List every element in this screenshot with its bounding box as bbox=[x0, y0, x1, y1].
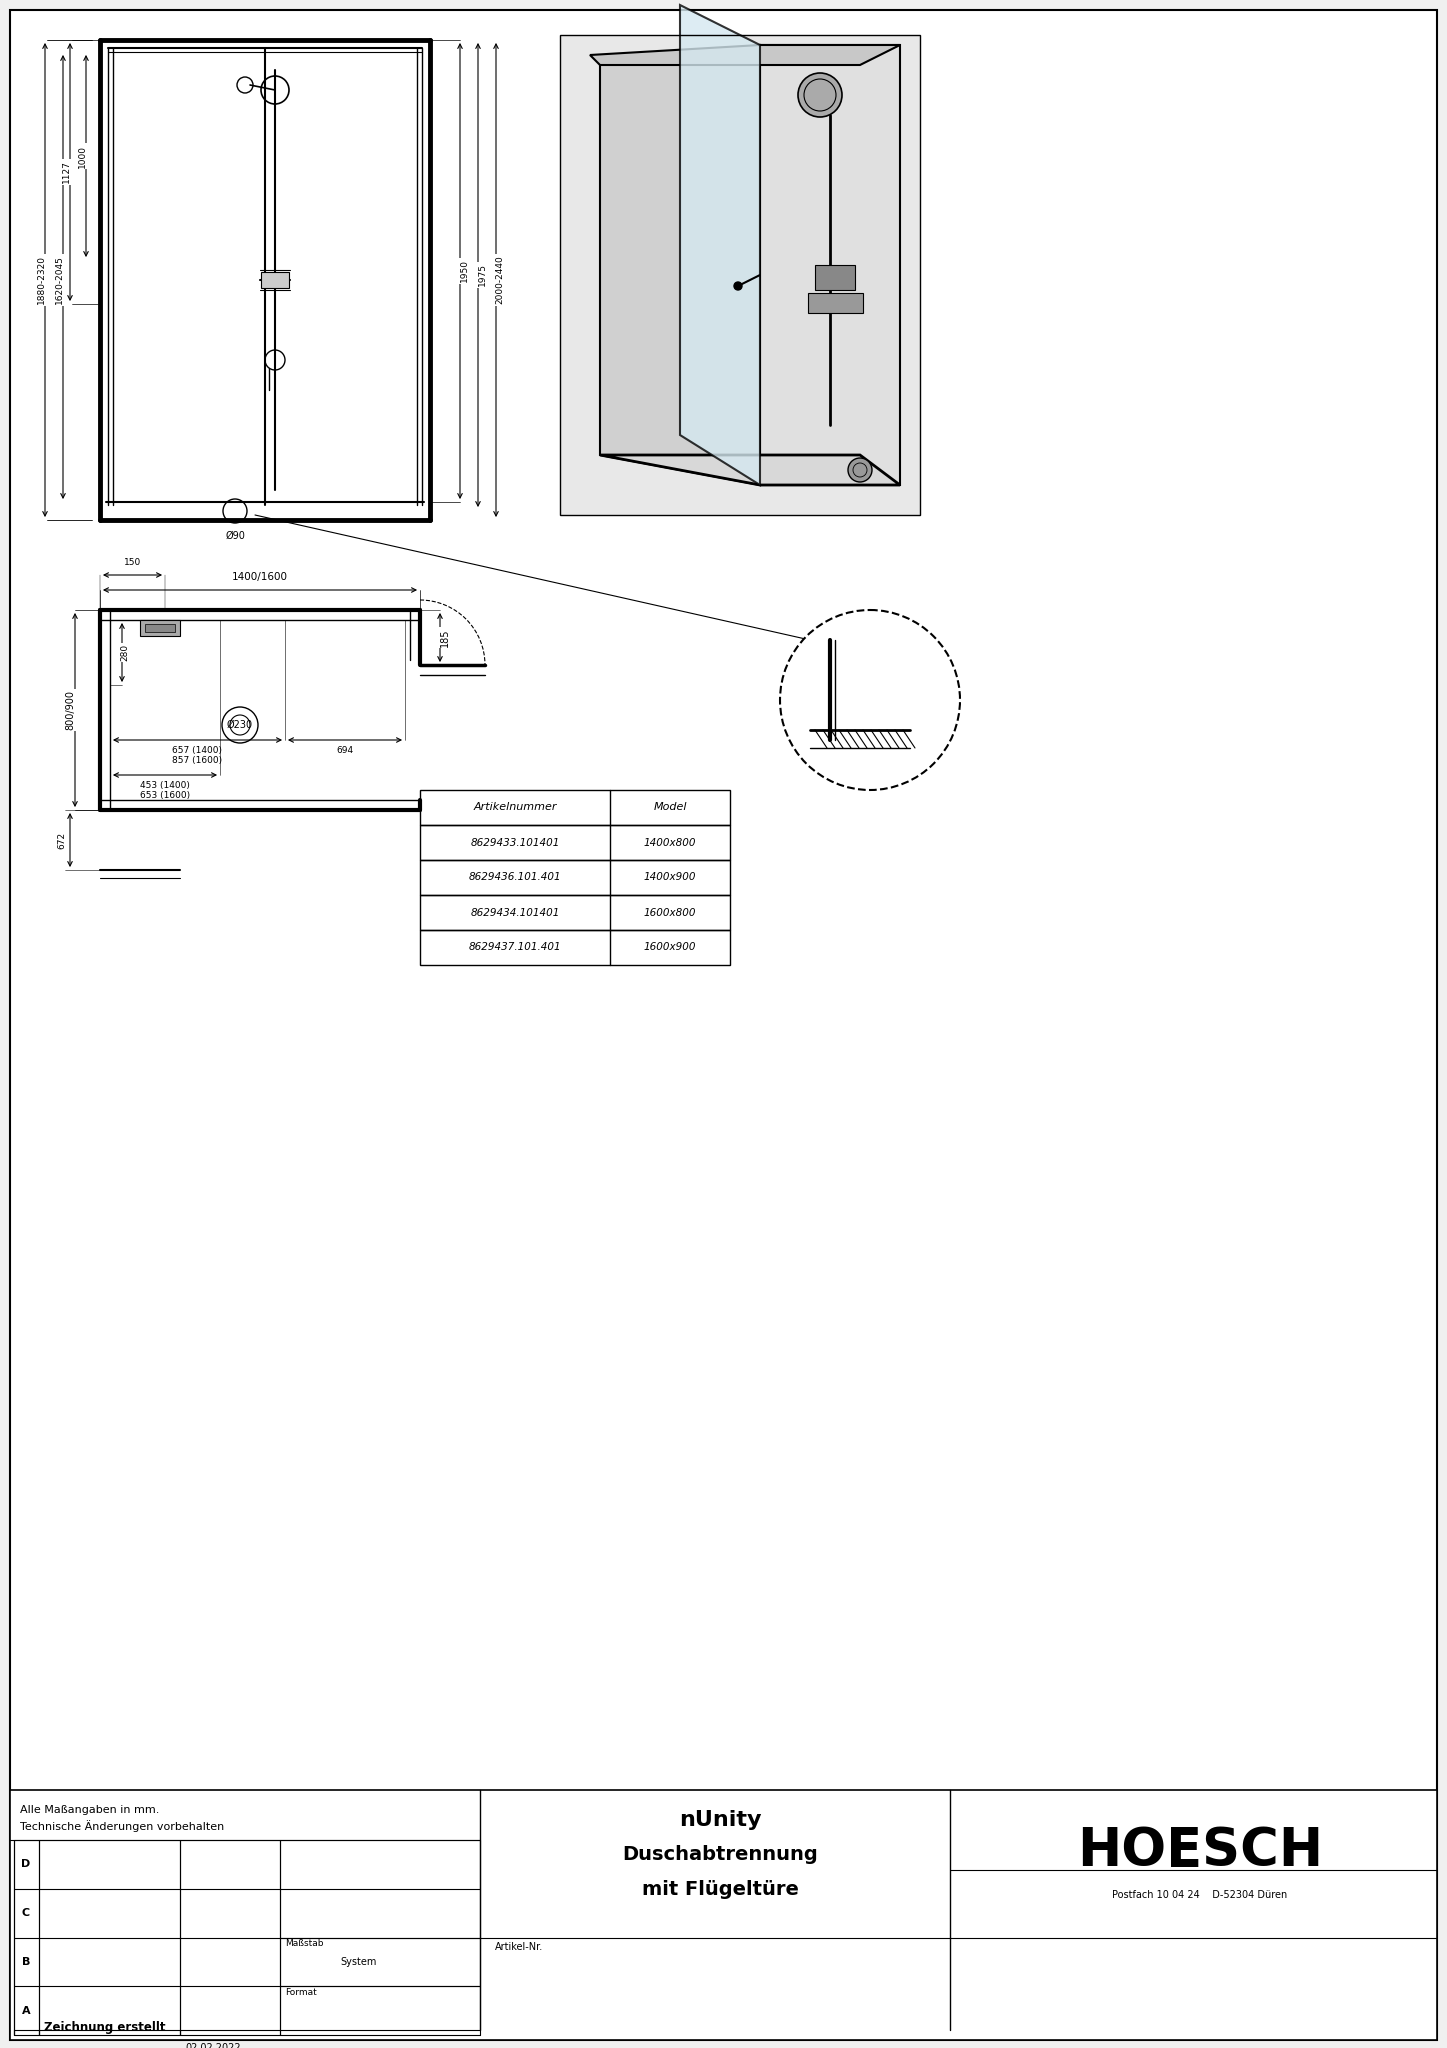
Text: 453 (1400): 453 (1400) bbox=[140, 780, 190, 791]
Text: 1975: 1975 bbox=[478, 264, 486, 287]
Text: Maßstab: Maßstab bbox=[285, 1939, 324, 1948]
Polygon shape bbox=[10, 10, 1437, 2040]
Text: 1400/1600: 1400/1600 bbox=[232, 571, 288, 582]
Text: Postfach 10 04 24    D-52304 Düren: Postfach 10 04 24 D-52304 Düren bbox=[1113, 1890, 1288, 1901]
Text: 1950: 1950 bbox=[903, 678, 913, 698]
Polygon shape bbox=[601, 455, 900, 485]
Text: 35: 35 bbox=[875, 735, 886, 743]
Text: Technische Änderungen vorbehalten: Technische Änderungen vorbehalten bbox=[20, 1821, 224, 1831]
Text: 1620-2045: 1620-2045 bbox=[55, 256, 64, 305]
Circle shape bbox=[797, 74, 842, 117]
Text: 8629434.101401: 8629434.101401 bbox=[470, 907, 560, 918]
Text: Duschabtrennung: Duschabtrennung bbox=[622, 1845, 818, 1864]
Text: 185: 185 bbox=[440, 629, 450, 647]
Polygon shape bbox=[680, 4, 760, 485]
Text: mit Flügeltüre: mit Flügeltüre bbox=[641, 1880, 799, 1898]
Polygon shape bbox=[590, 45, 900, 66]
Text: C: C bbox=[22, 1909, 30, 1919]
Text: 1400x900: 1400x900 bbox=[644, 872, 696, 883]
Text: 694: 694 bbox=[337, 745, 353, 756]
Text: 1600x900: 1600x900 bbox=[644, 942, 696, 952]
Text: System: System bbox=[340, 1958, 376, 1966]
Polygon shape bbox=[145, 625, 175, 633]
Text: A: A bbox=[22, 2005, 30, 2015]
Text: Ø90: Ø90 bbox=[226, 530, 245, 541]
Text: Zeichnung erstellt: Zeichnung erstellt bbox=[43, 2021, 165, 2034]
Polygon shape bbox=[560, 35, 920, 514]
Text: 653 (1600): 653 (1600) bbox=[140, 791, 190, 801]
Circle shape bbox=[848, 459, 873, 481]
Text: HOESCH: HOESCH bbox=[1077, 1825, 1323, 1878]
Polygon shape bbox=[260, 272, 289, 289]
Text: 1600x800: 1600x800 bbox=[644, 907, 696, 918]
Polygon shape bbox=[815, 264, 855, 291]
Circle shape bbox=[780, 610, 959, 791]
Text: B: B bbox=[22, 1958, 30, 1966]
Text: Artikel-Nr.: Artikel-Nr. bbox=[495, 1942, 543, 1952]
Text: Alle Maßangaben in mm.: Alle Maßangaben in mm. bbox=[20, 1804, 159, 1815]
Text: 800/900: 800/900 bbox=[65, 690, 75, 729]
Text: D: D bbox=[22, 1860, 30, 1870]
Text: 672: 672 bbox=[58, 831, 67, 848]
Circle shape bbox=[734, 283, 742, 291]
Text: Model: Model bbox=[653, 803, 687, 813]
Text: Artikelnummer: Artikelnummer bbox=[473, 803, 557, 813]
Text: 150: 150 bbox=[124, 557, 142, 567]
Polygon shape bbox=[760, 45, 900, 485]
Polygon shape bbox=[601, 45, 760, 485]
Text: 02.02.2022: 02.02.2022 bbox=[185, 2044, 240, 2048]
Text: 1400x800: 1400x800 bbox=[644, 838, 696, 848]
Text: 8629433.101401: 8629433.101401 bbox=[470, 838, 560, 848]
Text: 657 (1400): 657 (1400) bbox=[172, 745, 223, 756]
Text: 8629436.101.401: 8629436.101.401 bbox=[469, 872, 561, 883]
Polygon shape bbox=[807, 293, 862, 313]
Text: 2000-2440: 2000-2440 bbox=[495, 256, 505, 305]
Text: 857 (1600): 857 (1600) bbox=[172, 756, 223, 766]
Text: 280: 280 bbox=[120, 643, 129, 662]
Text: 1000: 1000 bbox=[78, 145, 87, 168]
Text: 1880-2320: 1880-2320 bbox=[36, 256, 45, 305]
Text: nUnity: nUnity bbox=[679, 1810, 761, 1831]
Polygon shape bbox=[140, 621, 179, 637]
Text: 8629437.101.401: 8629437.101.401 bbox=[469, 942, 561, 952]
Polygon shape bbox=[10, 1790, 1437, 2040]
Text: 1127: 1127 bbox=[62, 160, 71, 184]
Text: 1950: 1950 bbox=[460, 260, 469, 283]
Text: Format: Format bbox=[285, 1989, 317, 1997]
Text: Ø230: Ø230 bbox=[227, 721, 253, 729]
